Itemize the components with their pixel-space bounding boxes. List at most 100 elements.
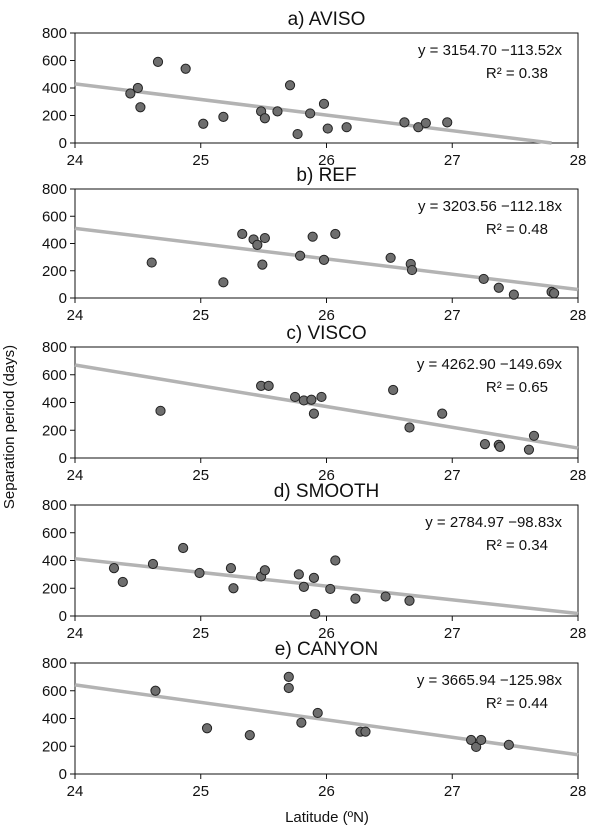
x-tick-label: 28: [570, 152, 587, 169]
data-point: [257, 259, 268, 270]
data-point: [318, 98, 330, 109]
y-tick-label: 800: [42, 25, 67, 42]
data-point: [385, 252, 396, 263]
data-point: [330, 228, 341, 240]
x-tick-label: 24: [67, 307, 84, 324]
data-point: [404, 595, 415, 606]
x-tick-label: 27: [444, 152, 461, 169]
data-point: [437, 408, 448, 419]
data-point: [294, 250, 306, 261]
data-point: [117, 576, 128, 588]
panel-title: a) AVISO: [288, 9, 366, 30]
data-point: [308, 572, 320, 583]
data-point: [479, 439, 491, 450]
x-axis-label: Latitude (ºN): [285, 809, 369, 826]
x-tick-label: 28: [570, 783, 587, 800]
y-tick-label: 200: [42, 263, 67, 280]
x-tick-label: 26: [318, 783, 335, 800]
data-point: [284, 80, 296, 91]
x-tick-label: 27: [444, 467, 461, 484]
x-tick-label: 26: [318, 152, 335, 169]
data-point: [155, 405, 166, 416]
data-point: [330, 555, 341, 566]
data-point: [180, 63, 191, 74]
r-squared-label: R² = 0.48: [486, 221, 548, 238]
data-point: [201, 723, 213, 734]
data-point: [316, 391, 327, 403]
regression-equation: y = 3203.56 −112.18x: [418, 198, 563, 215]
regression-equation: y = 3154.70 −113.52x: [418, 42, 563, 59]
y-tick-label: 0: [59, 135, 67, 152]
data-point: [388, 384, 399, 396]
y-tick-label: 800: [42, 181, 67, 198]
data-point: [322, 123, 333, 134]
y-tick-label: 800: [42, 339, 67, 356]
y-tick-label: 800: [42, 497, 67, 514]
data-point: [150, 685, 161, 696]
data-point: [523, 444, 535, 455]
data-point: [318, 254, 330, 265]
x-tick-label: 25: [192, 152, 209, 169]
data-point: [494, 441, 506, 452]
data-point: [125, 88, 136, 99]
panel-1: b) REF 0 200 400 600 800 24 25 26 27 28 y = 3203.56…: [42, 165, 586, 324]
data-point: [293, 569, 304, 580]
x-tick-label: 25: [192, 467, 209, 484]
data-point: [272, 106, 283, 117]
data-point: [244, 730, 255, 741]
data-point: [508, 289, 519, 300]
y-tick-label: 200: [42, 580, 67, 597]
r-squared-label: R² = 0.44: [486, 695, 548, 712]
x-tick-label: 28: [570, 307, 587, 324]
data-point: [152, 56, 164, 67]
data-point: [471, 741, 482, 753]
panel-0: a) AVISO 0 200 400 600 800 24 25 26 27 28 y = 3154.…: [42, 9, 586, 169]
data-point: [503, 739, 514, 750]
y-tick-label: 400: [42, 711, 67, 728]
x-tick-label: 25: [192, 625, 209, 642]
x-tick-label: 26: [318, 467, 335, 484]
data-point: [225, 563, 237, 574]
data-point: [218, 111, 229, 122]
data-point: [305, 108, 316, 119]
panel-title: c) VISCO: [286, 323, 366, 344]
panel-title: b) REF: [296, 165, 356, 186]
data-point: [178, 542, 189, 554]
data-point: [310, 608, 321, 620]
y-tick-label: 0: [59, 766, 67, 783]
y-tick-label: 600: [42, 683, 67, 700]
data-point: [298, 581, 309, 592]
data-point: [442, 117, 453, 128]
data-point: [493, 282, 504, 293]
x-tick-label: 27: [444, 307, 461, 324]
y-tick-label: 0: [59, 608, 67, 625]
panel-title: d) SMOOTH: [274, 481, 380, 502]
data-point: [194, 567, 205, 579]
data-point: [380, 591, 391, 602]
data-point: [296, 717, 307, 728]
y-tick-label: 800: [42, 655, 67, 672]
y-tick-label: 600: [42, 525, 67, 542]
data-point: [252, 239, 263, 250]
r-squared-label: R² = 0.65: [486, 379, 548, 396]
data-point: [289, 391, 301, 403]
data-point: [360, 726, 371, 737]
regression-equation: y = 2784.97 −98.83x: [425, 514, 562, 531]
data-point: [218, 277, 229, 288]
data-point: [325, 583, 336, 595]
y-tick-label: 400: [42, 236, 67, 253]
data-point: [312, 707, 323, 719]
x-tick-label: 24: [67, 625, 84, 642]
data-point: [237, 228, 248, 240]
data-point: [198, 118, 209, 129]
data-point: [406, 264, 418, 276]
data-point: [404, 422, 415, 433]
y-tick-label: 600: [42, 367, 67, 384]
data-point: [108, 563, 120, 574]
data-point: [283, 671, 294, 682]
data-point: [259, 232, 270, 244]
data-point: [283, 682, 294, 694]
data-point: [528, 430, 540, 441]
